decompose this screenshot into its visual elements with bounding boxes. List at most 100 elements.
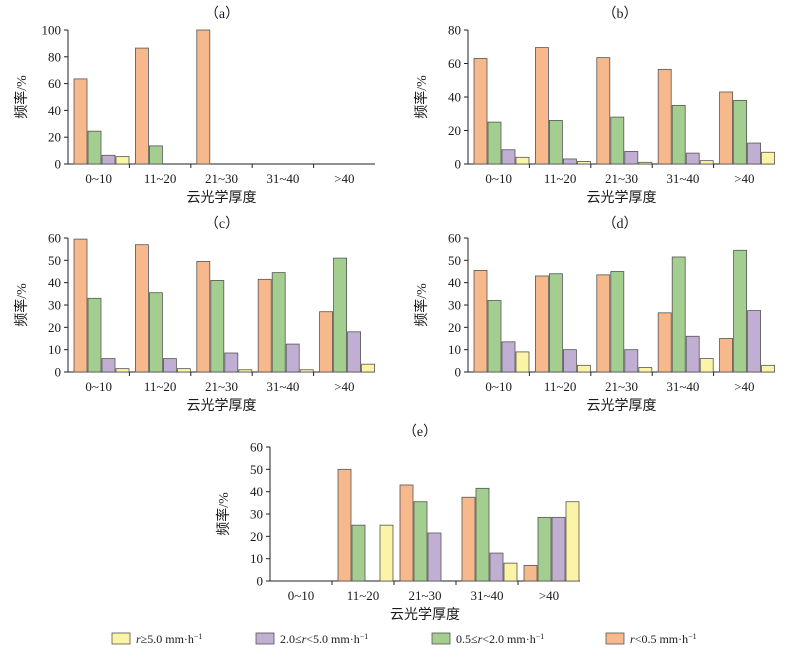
bar [257,278,272,373]
x-tick-label: >40 [334,379,354,394]
bar [596,57,611,165]
bar [87,297,102,373]
panel-label: （a） [205,6,239,22]
y-tick-label: 20 [448,320,461,335]
x-axis-title: 云光学厚度 [587,398,657,414]
bar [610,116,625,165]
bar [162,358,177,373]
bar [501,149,516,165]
y-tick-label: 0 [455,365,462,380]
bar [685,152,700,165]
bar [699,160,714,165]
y-tick-label: 0 [455,157,462,172]
legend-label: 0.5≤r<2.0 mm·h−1 [456,632,544,647]
bar [624,151,639,165]
bar [148,145,163,165]
x-axis-title: 云光学厚度 [390,607,460,623]
legend-label-part: 2.0≤ [280,632,302,646]
legend-label-part: r [302,632,307,646]
bar [271,272,286,373]
legend-label-part: −1 [194,632,203,641]
x-tick-label: >40 [734,379,754,394]
chart-panel-b: （b） 0 20 40 60 80 0~10 11~20 21~30 31~40 >40 云光学厚度 频… [413,6,775,206]
bar [487,300,502,373]
bar [535,275,549,373]
y-axis-title: 频率/% [215,492,232,536]
legend-label-part: <5.0 mm·h [306,632,359,646]
bar [551,516,566,582]
bar [87,130,102,165]
x-tick-label: 21~30 [605,379,638,394]
bar [134,244,149,373]
x-tick-label: 21~30 [205,379,238,394]
bar [101,358,116,373]
bar [461,496,476,582]
bar [101,154,116,165]
bar [685,335,700,373]
legend-label: r<0.5 mm·h−1 [630,632,697,647]
bar [361,363,376,373]
x-tick-label: 31~40 [266,171,299,186]
legend-label-part: 0.5≤ [456,632,478,646]
y-tick-label: 60 [448,56,461,71]
bar [319,311,334,373]
y-tick-label: 20 [250,529,263,544]
bar [473,58,488,165]
y-tick-label: 30 [448,298,461,313]
x-tick-label: 0~10 [485,171,512,186]
legend-swatch [605,632,625,645]
x-axis-title: 云光学厚度 [187,190,257,206]
bar [210,280,225,373]
bar [537,516,552,582]
legend-label-part: <2.0 mm·h [482,632,535,646]
bar [473,269,488,373]
x-tick-label: 11~20 [544,379,577,394]
bar [638,161,653,165]
x-tick-label: 31~40 [470,588,503,603]
y-tick-label: 30 [250,507,263,522]
y-axis-title: 频率/% [413,75,430,119]
y-tick-label: 40 [448,90,461,105]
bar [671,256,686,373]
x-tick-label: 11~20 [347,588,380,603]
bar [761,364,775,373]
y-tick-label: 20 [48,130,61,145]
x-tick-label: 21~30 [408,588,441,603]
y-tick-label: 60 [448,231,461,246]
y-tick-label: 100 [42,23,62,38]
x-axis-title: 云光学厚度 [587,190,657,206]
bar [565,501,580,582]
bar [333,257,348,373]
bar [196,261,211,373]
bar [148,292,163,373]
bar [549,273,563,373]
x-tick-label: 31~40 [666,171,699,186]
bar [73,78,88,165]
legend-swatch [111,632,131,645]
y-tick-label: 40 [448,275,461,290]
y-tick-label: 0 [257,574,264,589]
y-tick-label: 50 [448,253,461,268]
x-tick-label: >40 [539,588,559,603]
x-tick-label: 31~40 [266,379,299,394]
x-tick-label: 0~10 [85,379,112,394]
bar [489,552,504,582]
y-tick-label: 30 [48,298,61,313]
legend-swatch [255,632,275,645]
x-tick-label: 11~20 [544,171,577,186]
bar [176,368,191,373]
x-tick-label: 31~40 [666,379,699,394]
y-tick-label: 40 [48,275,61,290]
x-tick-label: 21~30 [205,171,238,186]
bar [413,501,428,582]
y-tick-label: 10 [448,342,461,357]
y-tick-label: 10 [250,551,263,566]
y-tick-label: 0 [55,365,62,380]
y-tick-label: 60 [48,76,61,91]
y-axis-title: 频率/% [13,75,30,119]
bar [299,369,314,373]
bar [134,47,149,165]
bar [733,99,747,165]
bar [719,338,733,373]
y-tick-label: 80 [48,49,61,64]
